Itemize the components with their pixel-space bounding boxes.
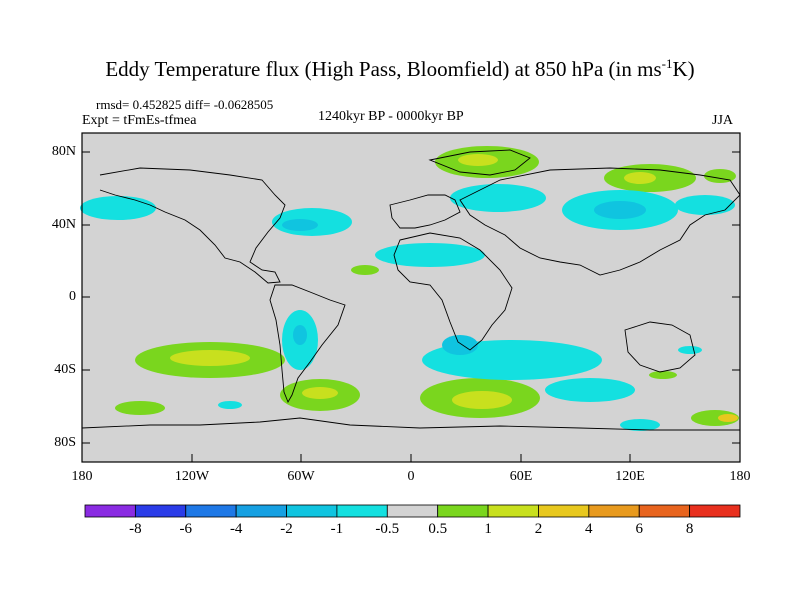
y-tick-label: 40N <box>51 217 76 232</box>
colorbar-swatch <box>588 504 640 518</box>
anomaly-blob <box>545 378 635 402</box>
colorbar-swatch <box>336 504 388 518</box>
stats-text: rmsd= 0.452825 diff= -0.0628505 <box>96 97 274 112</box>
colorbar-swatch <box>134 504 187 518</box>
anomaly-blob <box>452 391 512 409</box>
colorbar-label: -6 <box>179 521 193 537</box>
colorbar-label: 1 <box>484 521 492 537</box>
x-axis-ticks <box>81 454 741 462</box>
anomaly-blob <box>282 219 318 231</box>
period-label: 1240kyr BP - 0000kyr BP <box>318 109 464 124</box>
north-america-coast <box>99 167 286 284</box>
anomaly-blob <box>80 196 156 220</box>
x-tick-label: 60W <box>287 469 315 484</box>
coastlines <box>81 149 741 431</box>
colorbar-label: 8 <box>685 521 694 537</box>
anomaly-blob <box>302 387 338 399</box>
colorbar-swatch <box>286 504 338 518</box>
south-america-coast <box>269 284 346 404</box>
asia-coast <box>459 167 741 276</box>
colorbar-swatch <box>84 504 136 518</box>
colorbar-label: 6 <box>635 521 643 537</box>
x-tick-label: 180 <box>729 469 751 484</box>
anomaly-blob <box>678 346 702 354</box>
negative-anomalies <box>80 184 735 431</box>
anomaly-blob <box>691 410 739 426</box>
colorbar-label: 2 <box>534 521 543 537</box>
anomaly-blob <box>293 325 307 345</box>
y-axis-ticks <box>82 151 740 444</box>
x-tick-label: 180 <box>71 469 93 484</box>
colorbar-swatch <box>185 504 237 518</box>
y-tick-label: 80S <box>54 435 76 450</box>
anomaly-blob <box>594 201 646 219</box>
anomaly-blob <box>649 371 677 379</box>
anomaly-blob <box>170 350 250 366</box>
anomaly-blob <box>675 195 735 215</box>
anomaly-blob <box>620 419 660 431</box>
colorbar-swatch <box>638 504 691 518</box>
y-tick-label: 40S <box>54 362 76 377</box>
colorbar-swatch <box>538 504 590 518</box>
colorbar-label: -1 <box>330 521 344 537</box>
colorbar-label: -4 <box>229 521 243 537</box>
colorbar-label: -2 <box>280 521 293 537</box>
colorbar-swatch <box>235 504 287 518</box>
anomaly-blob <box>218 401 242 409</box>
y-tick-label: 80N <box>51 144 76 159</box>
australia-coast <box>624 321 696 373</box>
arctic-coast <box>428 149 531 176</box>
x-tick-label: 0 <box>407 469 415 484</box>
anomaly-blob <box>351 265 379 275</box>
antarctica-coast <box>81 417 740 431</box>
anomaly-blob <box>450 184 546 212</box>
colorbar-label: -8 <box>129 521 142 537</box>
x-tick-label: 120E <box>615 469 645 484</box>
y-tick-label: 0 <box>69 289 76 304</box>
anomaly-blob <box>704 169 736 183</box>
africa-coast <box>393 232 513 351</box>
anomaly-blob <box>624 172 656 184</box>
experiment-label: Expt = tFmEs-tfmea <box>82 113 197 128</box>
colorbar-label: 0.5 <box>428 521 448 537</box>
colorbar-swatch <box>689 504 741 518</box>
colorbar-swatch <box>487 504 539 518</box>
anomaly-blob <box>442 335 478 355</box>
plot-title: Eddy Temperature flux (High Pass, Bloomf… <box>105 56 695 81</box>
colorbar-label: 4 <box>585 521 593 537</box>
colorbar <box>84 504 741 518</box>
x-tick-label: 120W <box>174 469 210 484</box>
x-tick-label: 60E <box>509 469 533 484</box>
colorbar-swatch <box>437 504 489 518</box>
colorbar-swatch <box>386 504 439 518</box>
anomaly-blob <box>375 243 485 267</box>
anomaly-blob <box>718 414 738 422</box>
colorbar-label: -0.5 <box>375 521 400 537</box>
europe-coast <box>389 194 461 229</box>
anomaly-blob <box>115 401 165 415</box>
anomaly-blob <box>458 154 498 166</box>
season-label: JJA <box>712 113 734 128</box>
